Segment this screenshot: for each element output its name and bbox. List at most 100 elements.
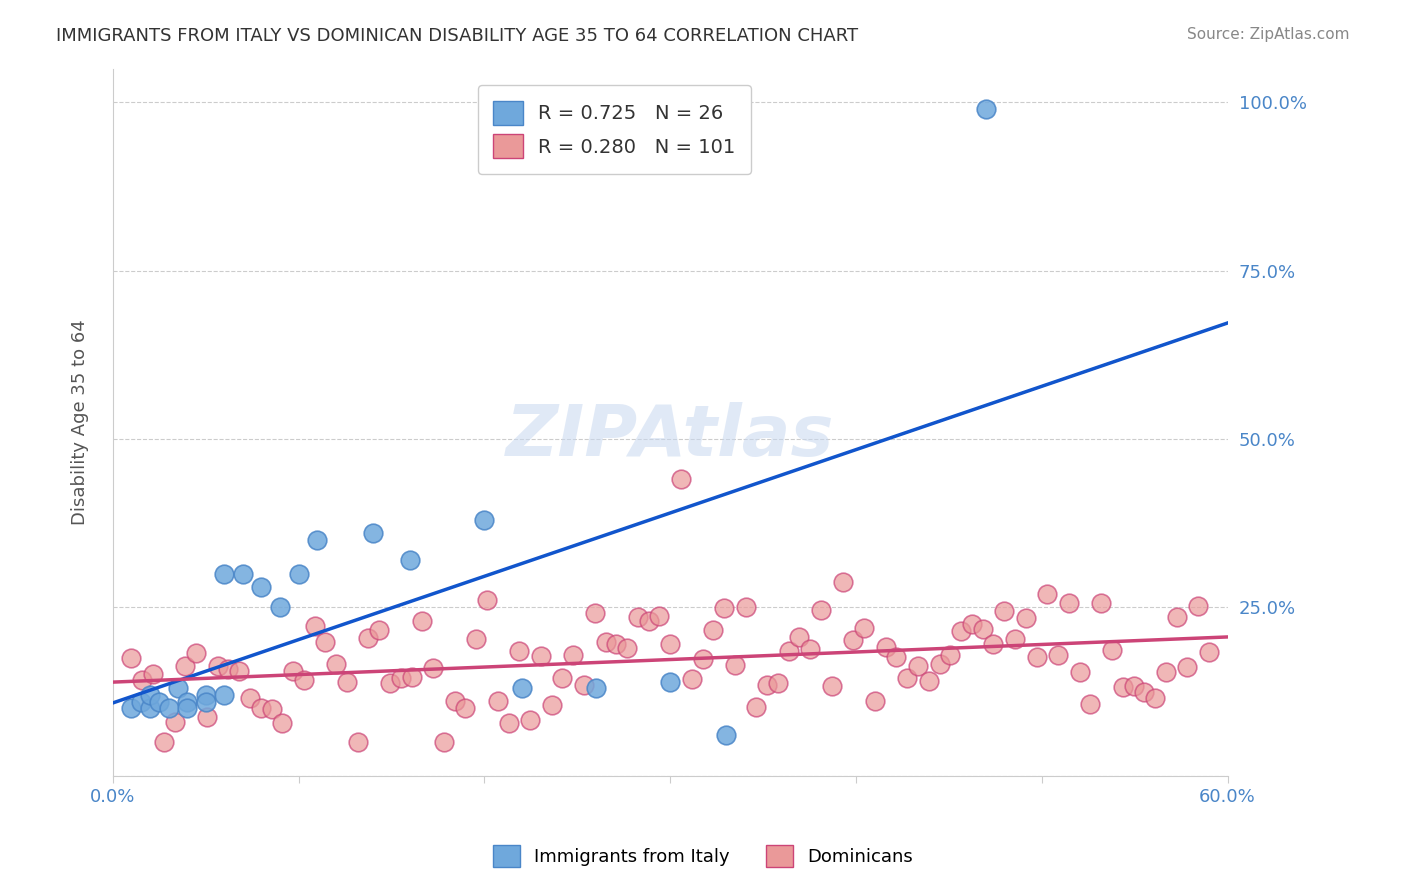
Immigrants from Italy	[120, 701, 142, 715]
Immigrants from Italy	[510, 681, 533, 696]
Dominicans	[454, 701, 477, 715]
Dominicans	[875, 640, 897, 654]
Immigrants from Italy	[176, 695, 198, 709]
Dominicans	[260, 702, 283, 716]
Dominicans	[842, 632, 865, 647]
Dominicans	[357, 631, 380, 645]
Dominicans	[551, 671, 574, 685]
Immigrants from Italy	[974, 102, 997, 116]
Immigrants from Italy	[214, 566, 236, 581]
Dominicans	[486, 694, 509, 708]
Dominicans	[142, 667, 165, 681]
Dominicans	[519, 713, 541, 727]
Legend: Immigrants from Italy, Dominicans: Immigrants from Italy, Dominicans	[485, 838, 921, 874]
Legend: R = 0.725   N = 26, R = 0.280   N = 101: R = 0.725 N = 26, R = 0.280 N = 101	[478, 86, 751, 174]
Dominicans	[669, 472, 692, 486]
Dominicans	[411, 614, 433, 628]
Immigrants from Italy	[307, 533, 329, 547]
Dominicans	[605, 636, 627, 650]
Dominicans	[950, 624, 973, 638]
Immigrants from Italy	[157, 701, 180, 715]
Dominicans	[131, 673, 153, 688]
Dominicans	[637, 615, 659, 629]
Dominicans	[983, 637, 1005, 651]
Immigrants from Italy	[250, 580, 273, 594]
Dominicans	[745, 699, 768, 714]
Dominicans	[692, 652, 714, 666]
Dominicans	[1177, 660, 1199, 674]
Dominicans	[960, 617, 983, 632]
Dominicans	[583, 606, 606, 620]
Dominicans	[336, 675, 359, 690]
Y-axis label: Disability Age 35 to 64: Disability Age 35 to 64	[72, 319, 89, 525]
Dominicans	[1154, 665, 1177, 679]
Dominicans	[734, 599, 756, 614]
Immigrants from Italy	[176, 701, 198, 715]
Dominicans	[292, 673, 315, 688]
Immigrants from Italy	[361, 526, 384, 541]
Dominicans	[1122, 679, 1144, 693]
Dominicans	[1090, 596, 1112, 610]
Immigrants from Italy	[214, 688, 236, 702]
Dominicans	[207, 659, 229, 673]
Immigrants from Italy	[194, 695, 217, 709]
Dominicans	[249, 700, 271, 714]
Dominicans	[1036, 586, 1059, 600]
Dominicans	[422, 661, 444, 675]
Dominicans	[498, 716, 520, 731]
Dominicans	[174, 658, 197, 673]
Immigrants from Italy	[714, 728, 737, 742]
Immigrants from Italy	[659, 674, 682, 689]
Immigrants from Italy	[585, 681, 607, 696]
Dominicans	[1004, 632, 1026, 646]
Dominicans	[1198, 645, 1220, 659]
Dominicans	[681, 672, 703, 686]
Immigrants from Italy	[399, 553, 422, 567]
Dominicans	[863, 694, 886, 708]
Dominicans	[972, 622, 994, 636]
Immigrants from Italy	[167, 681, 190, 696]
Dominicans	[271, 716, 294, 731]
Dominicans	[627, 609, 650, 624]
Dominicans	[562, 648, 585, 662]
Immigrants from Italy	[269, 600, 291, 615]
Dominicans	[346, 735, 368, 749]
Immigrants from Italy	[148, 695, 170, 709]
Dominicans	[853, 621, 876, 635]
Dominicans	[239, 691, 262, 706]
Dominicans	[799, 641, 821, 656]
Dominicans	[314, 635, 336, 649]
Dominicans	[810, 602, 832, 616]
Dominicans	[465, 632, 488, 646]
Dominicans	[368, 624, 391, 638]
Dominicans	[120, 650, 142, 665]
Dominicans	[756, 678, 779, 692]
Dominicans	[508, 643, 530, 657]
Dominicans	[616, 641, 638, 656]
Immigrants from Italy	[139, 701, 162, 715]
Dominicans	[702, 623, 724, 637]
Dominicans	[928, 657, 950, 671]
Dominicans	[993, 604, 1015, 618]
Dominicans	[530, 649, 553, 664]
Dominicans	[1080, 698, 1102, 712]
Dominicans	[1166, 610, 1188, 624]
Text: ZIPAtlas: ZIPAtlas	[506, 401, 834, 471]
Immigrants from Italy	[287, 566, 309, 581]
Immigrants from Italy	[194, 688, 217, 702]
Dominicans	[766, 676, 789, 690]
Text: IMMIGRANTS FROM ITALY VS DOMINICAN DISABILITY AGE 35 TO 64 CORRELATION CHART: IMMIGRANTS FROM ITALY VS DOMINICAN DISAB…	[56, 27, 859, 45]
Dominicans	[713, 601, 735, 615]
Dominicans	[325, 657, 347, 671]
Text: Source: ZipAtlas.com: Source: ZipAtlas.com	[1187, 27, 1350, 42]
Dominicans	[659, 637, 682, 651]
Dominicans	[152, 735, 174, 749]
Dominicans	[939, 648, 962, 662]
Immigrants from Italy	[139, 688, 162, 702]
Dominicans	[433, 734, 456, 748]
Dominicans	[821, 680, 844, 694]
Dominicans	[918, 673, 941, 688]
Dominicans	[831, 574, 853, 589]
Dominicans	[789, 630, 811, 644]
Dominicans	[778, 644, 800, 658]
